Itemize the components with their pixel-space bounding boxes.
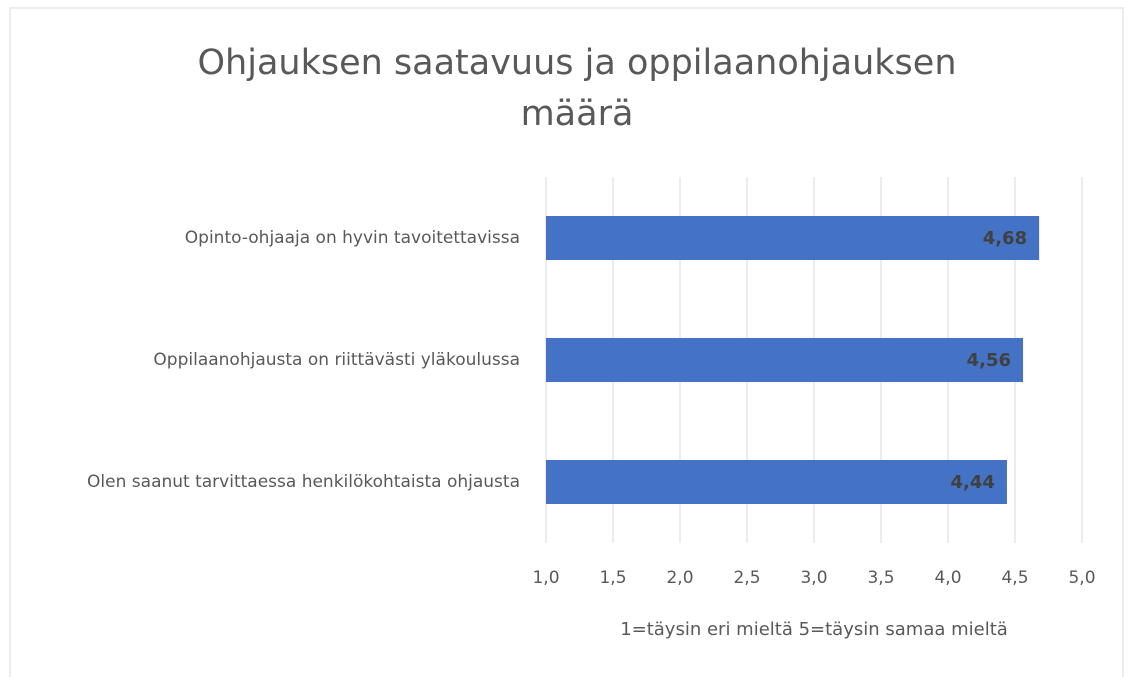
bar: [546, 460, 1007, 504]
x-tick-label: 1,0: [532, 568, 559, 588]
x-tick-label: 4,0: [934, 568, 961, 588]
chart-title: Ohjauksen saatavuus ja oppilaanohjauksen…: [197, 43, 957, 134]
x-tick-label: 5,0: [1068, 568, 1095, 588]
x-tick-label: 3,0: [800, 568, 827, 588]
x-tick-label: 3,5: [867, 568, 894, 588]
y-tick-label: Oppilaanohjausta on riittävästi yläkoulu…: [153, 350, 520, 370]
bar: [546, 338, 1024, 382]
chart-border: [9, 7, 1124, 677]
value-label: 4,44: [951, 472, 995, 493]
bar: [546, 216, 1040, 260]
x-axis-title: 1=täysin eri mieltä 5=täysin samaa mielt…: [620, 619, 1008, 640]
x-tick-label: 4,5: [1001, 568, 1028, 588]
y-tick-label: Olen saanut tarvittaessa henkilökohtaist…: [87, 472, 520, 492]
x-tick-label: 1,5: [599, 568, 626, 588]
y-tick-label: Opinto-ohjaaja on hyvin tavoitettavissa: [184, 228, 520, 248]
value-label: 4,68: [983, 228, 1027, 249]
x-tick-label: 2,0: [666, 568, 693, 588]
x-tick-label: 2,5: [733, 568, 760, 588]
value-label: 4,56: [967, 350, 1011, 371]
